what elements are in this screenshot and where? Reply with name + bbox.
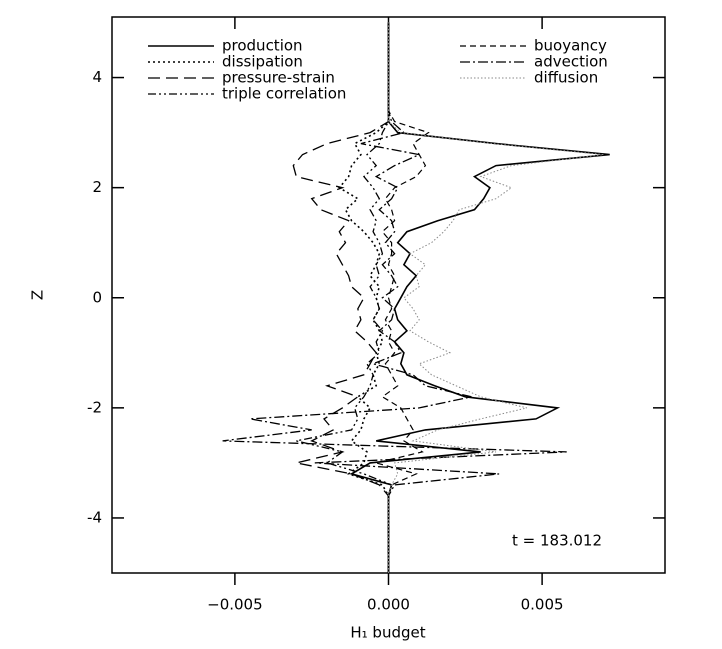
series-line	[376, 22, 430, 573]
legend-label: diffusion	[534, 69, 598, 87]
legend-label: advection	[534, 53, 608, 71]
annotation: t = 183.012	[512, 532, 602, 550]
x-tick-label: 0.000	[367, 596, 410, 614]
y-tick-label: 2	[92, 178, 102, 196]
series-line	[349, 22, 610, 573]
y-axis-label: Z	[29, 290, 47, 300]
legend-label: pressure-strain	[222, 69, 335, 87]
y-tick-label: -2	[87, 398, 102, 416]
series-line	[292, 22, 390, 573]
x-tick-label: −0.005	[207, 596, 263, 614]
legend-label: dissipation	[222, 53, 303, 71]
legend-label: buoyancy	[534, 37, 607, 55]
y-tick-label: 0	[92, 288, 102, 306]
x-tick-label: 0.005	[521, 596, 564, 614]
series-line	[338, 22, 390, 573]
series-line	[388, 22, 604, 573]
legend-label: production	[222, 37, 303, 55]
y-tick-label: -4	[87, 508, 102, 526]
series-line	[222, 22, 567, 573]
x-axis-label: H₁ budget	[350, 624, 425, 642]
y-tick-label: 4	[92, 68, 102, 86]
legend-label: triple correlation	[222, 85, 346, 103]
series-line	[296, 22, 393, 573]
